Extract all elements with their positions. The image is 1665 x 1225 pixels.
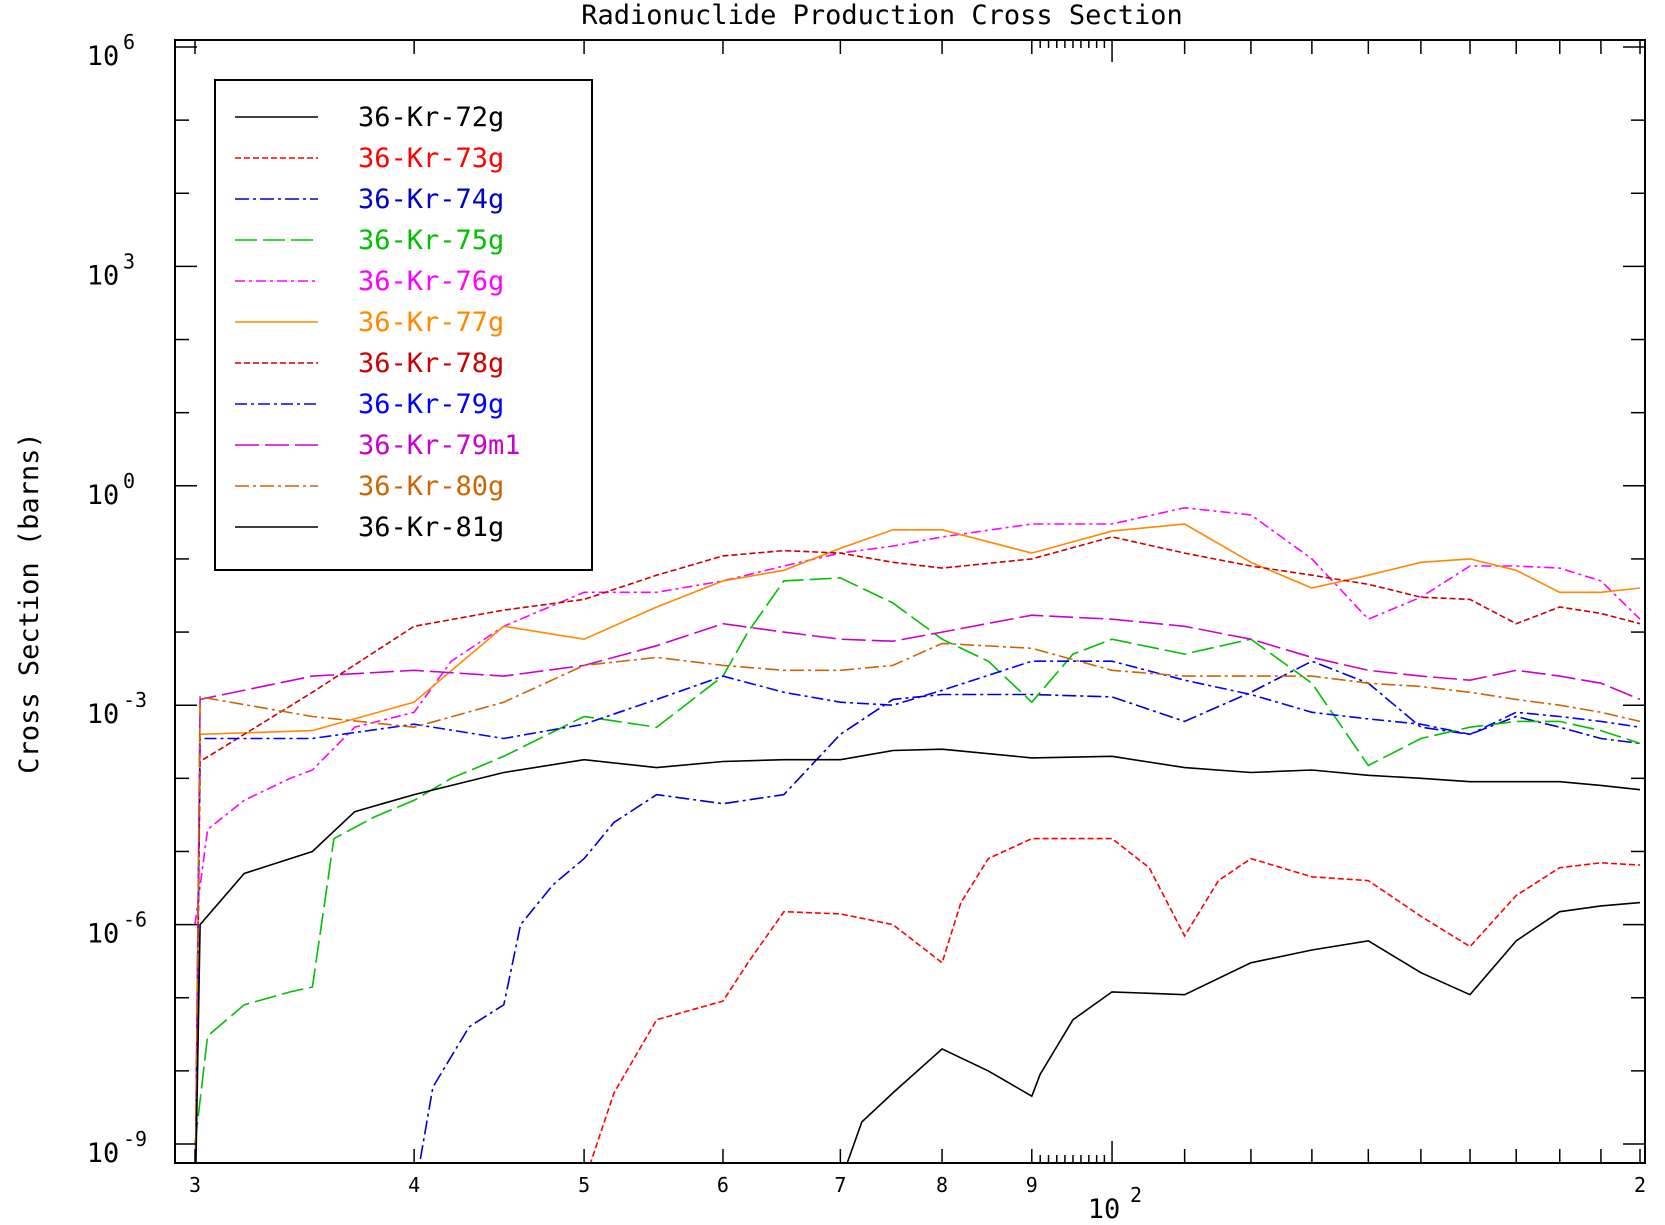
legend: 36-Kr-72g 36-Kr-73g 36-Kr-74g 36-Kr-75g 36-K… bbox=[214, 79, 593, 571]
y-tick-label-base: 10 bbox=[87, 260, 120, 291]
y-tick-label-base: 10 bbox=[87, 1138, 120, 1169]
y-tick-label-exp: 6 bbox=[123, 30, 135, 54]
x-tick-label: 9 bbox=[1026, 1173, 1038, 1197]
series-line-36-Kr-73g bbox=[589, 837, 1641, 1163]
legend-label: 36-Kr-79g bbox=[358, 389, 504, 420]
x-major-label-base: 10 bbox=[1088, 1194, 1121, 1225]
legend-box bbox=[214, 79, 593, 571]
y-tick-label-base: 10 bbox=[87, 919, 120, 950]
series-layer bbox=[194, 506, 1641, 1163]
legend-label: 36-Kr-74g bbox=[358, 184, 504, 215]
legend-label: 36-Kr-81g bbox=[358, 512, 504, 543]
legend-label: 36-Kr-78g bbox=[358, 348, 504, 379]
series-line-36-Kr-79m1 bbox=[194, 614, 1641, 1163]
x-tick-label: 2 bbox=[1634, 1173, 1646, 1197]
legend-label: 36-Kr-80g bbox=[358, 471, 504, 502]
y-tick-label-base: 10 bbox=[87, 480, 120, 511]
legend-label: 36-Kr-75g bbox=[358, 225, 504, 256]
y-tick-label-exp: -9 bbox=[123, 1127, 147, 1151]
chart-title: Radionuclide Production Cross Section bbox=[581, 0, 1182, 31]
series-line-36-Kr-77g bbox=[194, 523, 1641, 1163]
legend-label: 36-Kr-72g bbox=[358, 102, 504, 133]
x-tick-label: 5 bbox=[578, 1173, 590, 1197]
y-tick-label-exp: -6 bbox=[123, 908, 147, 932]
axis-ticks: 3 4 5 6 7 8 9 210 210 -910 -610 -310 010 310 6 bbox=[87, 30, 1646, 1225]
x-tick-label: 3 bbox=[189, 1173, 201, 1197]
x-tick-label: 8 bbox=[936, 1173, 948, 1197]
plot-frame bbox=[174, 39, 1646, 1164]
series-line-36-Kr-72g bbox=[846, 901, 1641, 1163]
x-tick-label: 4 bbox=[408, 1173, 420, 1197]
x-tick-label: 7 bbox=[834, 1173, 846, 1197]
legend-label: 36-Kr-76g bbox=[358, 266, 504, 297]
x-tick-label: 6 bbox=[717, 1173, 729, 1197]
legend-label: 36-Kr-73g bbox=[358, 143, 504, 174]
series-line-36-Kr-76g bbox=[194, 506, 1641, 925]
y-tick-label-exp: 3 bbox=[123, 249, 135, 273]
legend-label: 36-Kr-77g bbox=[358, 307, 504, 338]
x-major-label-exp: 2 bbox=[1130, 1183, 1142, 1207]
series-line-36-Kr-81g bbox=[195, 748, 1641, 1163]
y-tick-label-exp: 0 bbox=[123, 469, 135, 493]
y-tick-label-exp: -3 bbox=[123, 688, 147, 712]
series-line-36-Kr-80g bbox=[194, 642, 1641, 1163]
series-line-36-Kr-75g bbox=[194, 577, 1641, 1145]
y-tick-label-base: 10 bbox=[87, 41, 120, 72]
y-tick-label-base: 10 bbox=[87, 699, 120, 730]
legend-label: 36-Kr-79m1 bbox=[358, 430, 521, 461]
series-line-36-Kr-79g bbox=[194, 660, 1641, 1163]
series-line-36-Kr-78g bbox=[194, 536, 1641, 1163]
series-line-36-Kr-74g bbox=[418, 660, 1641, 1163]
y-axis-label: Cross Section (barns) bbox=[14, 432, 45, 773]
